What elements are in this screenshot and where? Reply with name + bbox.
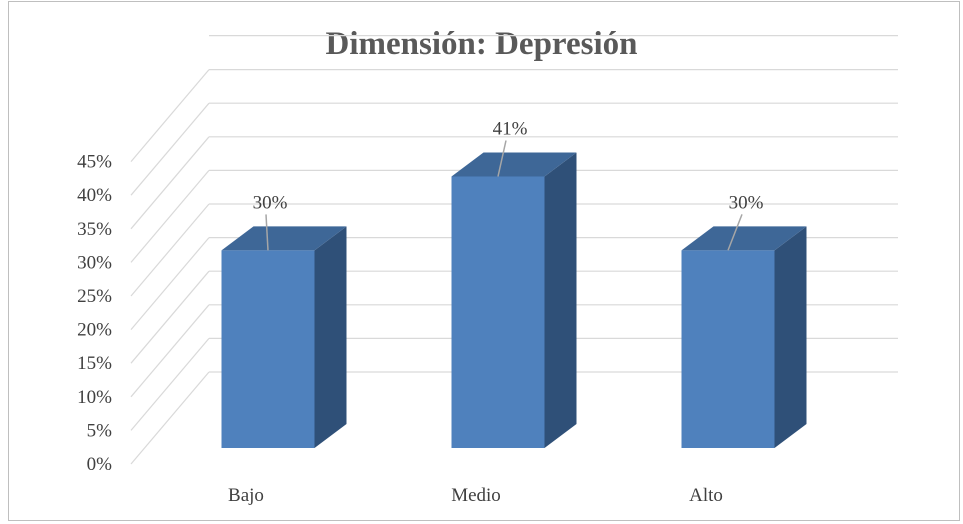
gridline-diagonal <box>130 170 210 263</box>
gridline-diagonal <box>130 203 210 297</box>
y-tick-label: 20% <box>77 320 112 341</box>
bar-alto <box>681 250 775 448</box>
gridline-diagonal <box>130 270 210 364</box>
bars <box>221 152 807 449</box>
category-label: Bajo <box>228 485 264 506</box>
y-tick-label: 35% <box>77 219 112 240</box>
bar-side <box>774 226 807 448</box>
gridline-diagonal <box>130 102 210 196</box>
bar-side <box>544 152 577 449</box>
bar-side <box>314 226 347 448</box>
leader-line <box>727 214 743 251</box>
y-tick-label: 0% <box>87 454 113 475</box>
leader-line <box>265 214 269 251</box>
y-axis-ticks: 0% 5% 10% 15% 20% 25% 30% 35% 40% 45% <box>77 152 112 475</box>
bar-top <box>221 226 347 251</box>
y-tick-label: 5% <box>87 420 113 441</box>
y-tick-label: 40% <box>77 185 112 206</box>
chart-title: Dimensión: Depresión <box>325 26 638 62</box>
bar-medio <box>451 176 545 449</box>
y-tick-label: 10% <box>77 387 112 408</box>
category-label: Alto <box>689 485 723 506</box>
gridline-diagonal <box>130 371 210 465</box>
data-label: 30% <box>253 192 288 213</box>
y-tick-label: 45% <box>77 152 112 173</box>
gridline-diagonal <box>130 237 210 330</box>
gridline-diagonal <box>130 69 210 162</box>
category-label: Medio <box>451 485 501 506</box>
y-tick-label: 30% <box>77 252 112 273</box>
data-labels: 30% 41% 30% <box>253 118 764 251</box>
gridline-diagonal <box>130 338 210 431</box>
y-tick-label: 25% <box>77 286 112 307</box>
leader-line <box>497 140 507 177</box>
data-label: 41% <box>493 118 528 139</box>
gridline-diagonal <box>130 136 210 230</box>
x-axis-categories: Bajo Medio Alto <box>228 485 723 506</box>
bar-bajo <box>221 250 315 448</box>
gridline-diagonal <box>130 304 210 398</box>
data-label: 30% <box>729 192 764 213</box>
bar-top <box>451 152 577 177</box>
bar-top <box>681 226 807 251</box>
y-tick-label: 15% <box>77 353 112 374</box>
